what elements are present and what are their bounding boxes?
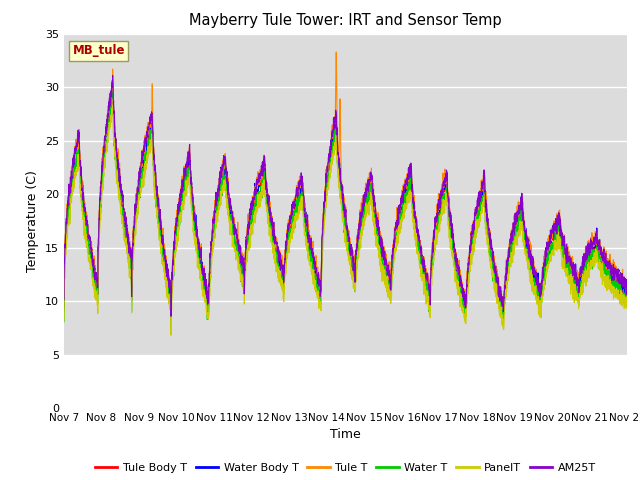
Title: Mayberry Tule Tower: IRT and Sensor Temp: Mayberry Tule Tower: IRT and Sensor Temp [189, 13, 502, 28]
Legend: Tule Body T, Water Body T, Tule T, Water T, PanelT, AM25T: Tule Body T, Water Body T, Tule T, Water… [91, 458, 600, 477]
Y-axis label: Temperature (C): Temperature (C) [26, 170, 40, 272]
Bar [64, 34, 627, 355]
Text: MB_tule: MB_tule [72, 44, 125, 57]
X-axis label: Time: Time [330, 429, 361, 442]
